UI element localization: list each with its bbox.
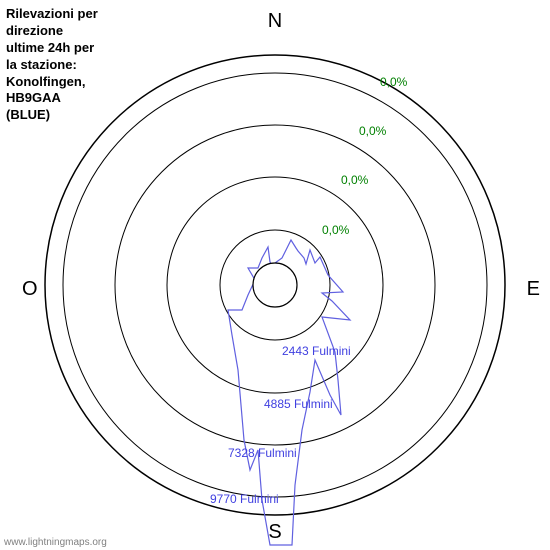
ring-percent-label: 0,0% [322,223,350,237]
footer-attribution: www.lightningmaps.org [4,537,107,548]
compass-east: E [527,278,540,301]
data-value-label: 2443 Fulmini [282,344,351,358]
polar-chart-svg: 0,0% 0,0% 0,0% 0,0% 2443 Fulmini 4885 Fulmin… [0,0,550,550]
ring-percent-label: 0,0% [380,75,408,89]
data-value-label: 9770 Fulmini [210,492,279,506]
ring-percent-label: 0,0% [359,124,387,138]
center-hole [253,263,297,307]
compass-south: S [268,521,281,544]
compass-north: N [268,10,282,33]
data-value-label: 7328 Fulmini [228,446,297,460]
ring-percent-label: 0,0% [341,173,369,187]
compass-west: O [22,278,38,301]
data-value-label: 4885 Fulmini [264,397,333,411]
chart-container: Rilevazioni per direzione ultime 24h per… [0,0,550,550]
